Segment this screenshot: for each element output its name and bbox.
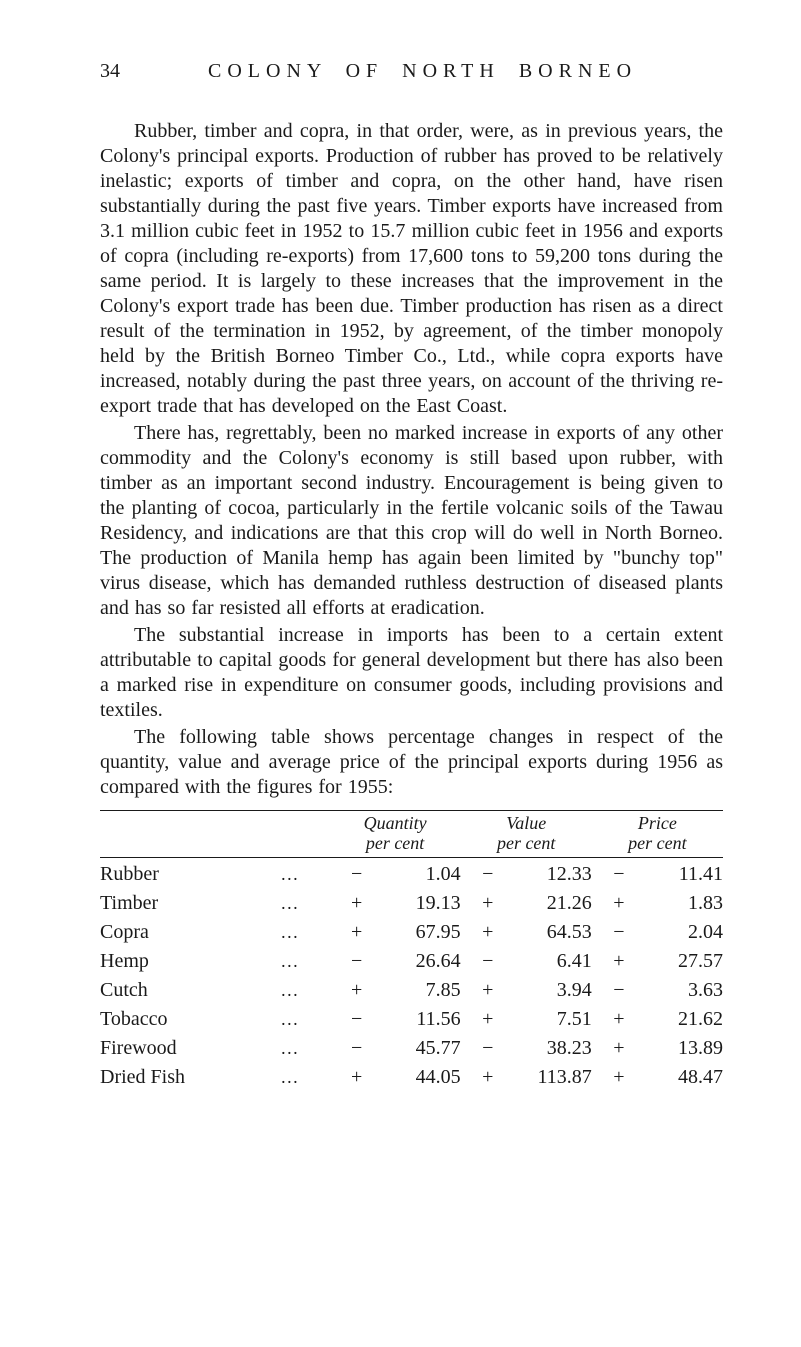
cell-q-sign: − xyxy=(330,1034,363,1063)
cell-item: Rubber xyxy=(100,860,280,889)
col-header-line2: per cent xyxy=(628,833,686,853)
cell-p-sign: − xyxy=(592,976,625,1005)
cell-q-val: 19.13 xyxy=(362,889,460,918)
exports-table-wrap: Quantity per cent Value per cent Price p… xyxy=(100,810,723,1092)
cell-p-sign: + xyxy=(592,1005,625,1034)
cell-item: Firewood xyxy=(100,1034,280,1063)
cell-v-val: 113.87 xyxy=(493,1063,591,1092)
body-paragraph: The substantial increase in imports has … xyxy=(100,623,723,723)
cell-p-val: 3.63 xyxy=(625,976,723,1005)
cell-v-sign: + xyxy=(461,1063,494,1092)
cell-v-sign: − xyxy=(461,1034,494,1063)
table-row: Hemp…−26.64−6.41+27.57 xyxy=(100,947,723,976)
body-paragraph: The following table shows percentage cha… xyxy=(100,725,723,800)
cell-item: Copra xyxy=(100,918,280,947)
cell-p-val: 27.57 xyxy=(625,947,723,976)
cell-v-sign: + xyxy=(461,918,494,947)
cell-v-sign: + xyxy=(461,976,494,1005)
table-body: Rubber…−1.04−12.33−11.41Timber…+19.13+21… xyxy=(100,855,723,1092)
cell-p-sign: − xyxy=(592,918,625,947)
table-row: Tobacco…−11.56+7.51+21.62 xyxy=(100,1005,723,1034)
cell-item: Hemp xyxy=(100,947,280,976)
cell-v-sign: + xyxy=(461,889,494,918)
cell-v-val: 12.33 xyxy=(493,860,591,889)
cell-v-sign: − xyxy=(461,947,494,976)
page-header: 34 COLONY OF NORTH BORNEO xyxy=(100,60,723,83)
cell-dots: … xyxy=(280,860,329,889)
cell-v-sign: + xyxy=(461,1005,494,1034)
cell-q-sign: − xyxy=(330,860,363,889)
col-header-line2: per cent xyxy=(366,833,424,853)
cell-q-val: 1.04 xyxy=(362,860,460,889)
cell-q-val: 45.77 xyxy=(362,1034,460,1063)
cell-q-sign: + xyxy=(330,1063,363,1092)
table-rule-mid xyxy=(100,857,723,858)
table-header-row: Quantity per cent Value per cent Price p… xyxy=(100,813,723,855)
cell-dots: … xyxy=(280,1063,329,1092)
cell-item: Dried Fish xyxy=(100,1063,280,1092)
cell-v-sign: − xyxy=(461,860,494,889)
cell-p-sign: + xyxy=(592,1034,625,1063)
cell-q-sign: − xyxy=(330,1005,363,1034)
cell-q-val: 44.05 xyxy=(362,1063,460,1092)
cell-v-val: 38.23 xyxy=(493,1034,591,1063)
col-header-line1: Value xyxy=(506,813,546,833)
cell-p-sign: − xyxy=(592,860,625,889)
cell-item: Timber xyxy=(100,889,280,918)
table-row: Timber…+19.13+21.26+1.83 xyxy=(100,889,723,918)
cell-dots: … xyxy=(280,1005,329,1034)
body-paragraph: Rubber, timber and copra, in that order,… xyxy=(100,119,723,419)
cell-v-val: 3.94 xyxy=(493,976,591,1005)
cell-dots: … xyxy=(280,947,329,976)
cell-v-val: 7.51 xyxy=(493,1005,591,1034)
page-number: 34 xyxy=(100,60,120,83)
cell-q-sign: + xyxy=(330,976,363,1005)
cell-p-sign: + xyxy=(592,1063,625,1092)
cell-q-val: 11.56 xyxy=(362,1005,460,1034)
col-header-spacer xyxy=(280,813,329,855)
col-header-line1: Quantity xyxy=(364,813,427,833)
table-row: Firewood…−45.77−38.23+13.89 xyxy=(100,1034,723,1063)
cell-p-sign: + xyxy=(592,889,625,918)
table-row: Cutch…+7.85+3.94−3.63 xyxy=(100,976,723,1005)
cell-p-val: 11.41 xyxy=(625,860,723,889)
col-header-quantity: Quantity per cent xyxy=(330,813,461,855)
cell-p-val: 48.47 xyxy=(625,1063,723,1092)
table-rule-top xyxy=(100,810,723,811)
cell-p-val: 21.62 xyxy=(625,1005,723,1034)
page-title: COLONY OF NORTH BORNEO xyxy=(208,60,637,83)
col-header-line2: per cent xyxy=(497,833,555,853)
cell-p-val: 2.04 xyxy=(625,918,723,947)
cell-v-val: 21.26 xyxy=(493,889,591,918)
cell-q-val: 67.95 xyxy=(362,918,460,947)
cell-dots: … xyxy=(280,918,329,947)
table-row: Copra…+67.95+64.53−2.04 xyxy=(100,918,723,947)
cell-p-sign: + xyxy=(592,947,625,976)
exports-table: Quantity per cent Value per cent Price p… xyxy=(100,813,723,1092)
document-page: 34 COLONY OF NORTH BORNEO Rubber, timber… xyxy=(0,0,801,1347)
table-row: Rubber…−1.04−12.33−11.41 xyxy=(100,860,723,889)
col-header-price: Price per cent xyxy=(592,813,723,855)
col-header-item xyxy=(100,813,280,855)
cell-q-sign: + xyxy=(330,918,363,947)
cell-p-val: 13.89 xyxy=(625,1034,723,1063)
cell-dots: … xyxy=(280,1034,329,1063)
cell-v-val: 6.41 xyxy=(493,947,591,976)
cell-q-sign: − xyxy=(330,947,363,976)
cell-item: Tobacco xyxy=(100,1005,280,1034)
cell-dots: … xyxy=(280,889,329,918)
body-paragraph: There has, regrettably, been no marked i… xyxy=(100,421,723,621)
cell-v-val: 64.53 xyxy=(493,918,591,947)
cell-p-val: 1.83 xyxy=(625,889,723,918)
cell-item: Cutch xyxy=(100,976,280,1005)
cell-q-sign: + xyxy=(330,889,363,918)
cell-q-val: 26.64 xyxy=(362,947,460,976)
col-header-value: Value per cent xyxy=(461,813,592,855)
col-header-line1: Price xyxy=(638,813,677,833)
cell-q-val: 7.85 xyxy=(362,976,460,1005)
table-row: Dried Fish…+44.05+113.87+48.47 xyxy=(100,1063,723,1092)
cell-dots: … xyxy=(280,976,329,1005)
